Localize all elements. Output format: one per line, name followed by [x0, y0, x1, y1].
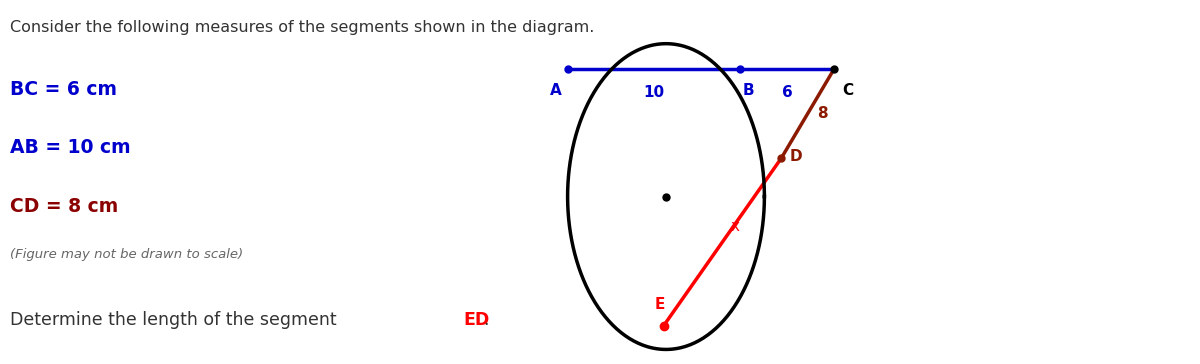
- Text: x: x: [731, 219, 739, 234]
- Text: CD = 8 cm: CD = 8 cm: [10, 197, 118, 215]
- Text: (Figure may not be drawn to scale): (Figure may not be drawn to scale): [10, 248, 242, 261]
- Text: ED: ED: [463, 311, 490, 329]
- Text: .: .: [484, 311, 490, 329]
- Text: C: C: [842, 83, 853, 98]
- Text: BC = 6 cm: BC = 6 cm: [10, 80, 116, 99]
- Text: Consider the following measures of the segments shown in the diagram.: Consider the following measures of the s…: [10, 20, 594, 35]
- Text: B: B: [743, 83, 754, 98]
- Text: Determine the length of the segment: Determine the length of the segment: [10, 311, 342, 329]
- Text: E: E: [654, 297, 665, 312]
- Text: AB = 10 cm: AB = 10 cm: [10, 138, 131, 157]
- Text: D: D: [790, 149, 802, 164]
- Text: 10: 10: [643, 85, 665, 100]
- Text: A: A: [550, 83, 562, 98]
- Text: 8: 8: [817, 106, 828, 121]
- Text: 6: 6: [782, 85, 792, 100]
